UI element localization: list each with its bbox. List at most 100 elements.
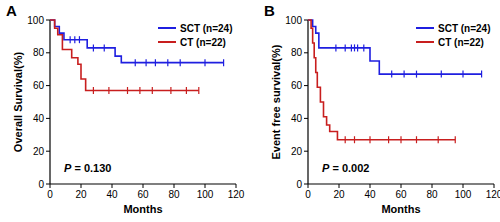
y-tick (304, 184, 308, 185)
panel-label: B (264, 2, 275, 19)
legend-swatch (158, 41, 176, 43)
x-tick-label: 20 (333, 189, 345, 200)
censor-mark (400, 136, 401, 143)
censor-mark (127, 87, 128, 94)
x-tick (50, 184, 51, 188)
censor-mark (93, 87, 94, 94)
x-tick-label: 20 (75, 189, 87, 200)
y-tick-label: 0 (38, 179, 44, 190)
censor-mark (335, 44, 336, 51)
y-tick (46, 184, 50, 185)
legend-label: CT (n=22) (438, 37, 484, 48)
censor-mark (223, 59, 224, 66)
censor-mark (438, 136, 439, 143)
censor-mark (104, 44, 105, 51)
x-tick (494, 184, 495, 188)
censor-mark (204, 59, 205, 66)
y-tick-label: 20 (33, 146, 45, 157)
y-tick (304, 85, 308, 86)
y-tick (304, 20, 308, 21)
censor-mark (186, 87, 187, 94)
censor-mark (198, 87, 199, 94)
censor-mark (167, 59, 168, 66)
panel: A020406080100020406080100120MonthsOveral… (6, 2, 245, 215)
x-tick-label: 40 (106, 189, 118, 200)
censor-mark (170, 87, 171, 94)
censor-mark (369, 136, 370, 143)
censor-mark (363, 44, 364, 51)
y-tick (46, 85, 50, 86)
censor-mark (135, 59, 136, 66)
censor-mark (74, 36, 75, 43)
y-axis (307, 20, 308, 184)
y-tick (304, 52, 308, 53)
y-tick-label: 20 (291, 146, 303, 157)
panel: B020406080100020406080100120MonthsEvent … (264, 2, 500, 215)
x-tick (370, 184, 371, 188)
y-tick (304, 118, 308, 119)
legend-swatch (158, 27, 176, 29)
p-value: P = 0.002 (322, 162, 369, 174)
x-tick-label: 120 (486, 189, 500, 200)
y-tick-label: 100 (27, 15, 44, 26)
x-tick (401, 184, 402, 188)
x-tick-label: 0 (47, 189, 53, 200)
x-tick (112, 184, 113, 188)
x-tick (143, 184, 144, 188)
censor-mark (357, 44, 358, 51)
y-tick-label: 60 (33, 80, 45, 91)
survival-curve (308, 20, 455, 140)
x-tick (205, 184, 206, 188)
y-label: Event free survival(%) (270, 44, 282, 159)
legend-label: SCT (n=24) (438, 23, 491, 34)
y-tick (46, 52, 50, 53)
y-tick (304, 151, 308, 152)
censor-mark (455, 136, 456, 143)
y-tick (46, 20, 50, 21)
legend-label: CT (n=22) (180, 37, 226, 48)
y-tick-label: 80 (33, 47, 45, 58)
y-tick-label: 100 (285, 15, 302, 26)
figure: A020406080100020406080100120MonthsOveral… (0, 0, 500, 222)
censor-mark (441, 71, 442, 78)
x-label: Months (381, 203, 420, 215)
censor-mark (391, 71, 392, 78)
y-tick-label: 40 (291, 113, 303, 124)
y-tick-label: 60 (291, 80, 303, 91)
censor-mark (481, 71, 482, 78)
x-tick-label: 80 (426, 189, 438, 200)
x-tick-label: 40 (364, 189, 376, 200)
censor-mark (79, 36, 80, 43)
censor-mark (139, 87, 140, 94)
survival-curve (50, 20, 199, 91)
y-axis (49, 20, 50, 184)
x-tick (308, 184, 309, 188)
censor-mark (93, 44, 94, 51)
x-tick (81, 184, 82, 188)
censor-mark (416, 136, 417, 143)
censor-mark (351, 44, 352, 51)
legend-label: SCT (n=24) (180, 23, 233, 34)
censor-mark (404, 71, 405, 78)
x-tick (236, 184, 237, 188)
x-tick-label: 100 (197, 189, 214, 200)
y-label: Overall Survival(%) (12, 52, 24, 153)
x-tick (432, 184, 433, 188)
x-tick (339, 184, 340, 188)
censor-mark (354, 44, 355, 51)
x-tick-label: 0 (305, 189, 311, 200)
x-tick (463, 184, 464, 188)
y-tick-label: 0 (296, 179, 302, 190)
legend-swatch (416, 41, 434, 43)
censor-mark (108, 87, 109, 94)
x-tick-label: 80 (168, 189, 180, 200)
censor-mark (146, 59, 147, 66)
censor-mark (152, 87, 153, 94)
censor-mark (388, 136, 389, 143)
censor-mark (354, 136, 355, 143)
censor-mark (345, 136, 346, 143)
y-tick (46, 151, 50, 152)
x-tick-label: 100 (455, 189, 472, 200)
x-tick-label: 60 (137, 189, 149, 200)
y-tick-label: 40 (33, 113, 45, 124)
